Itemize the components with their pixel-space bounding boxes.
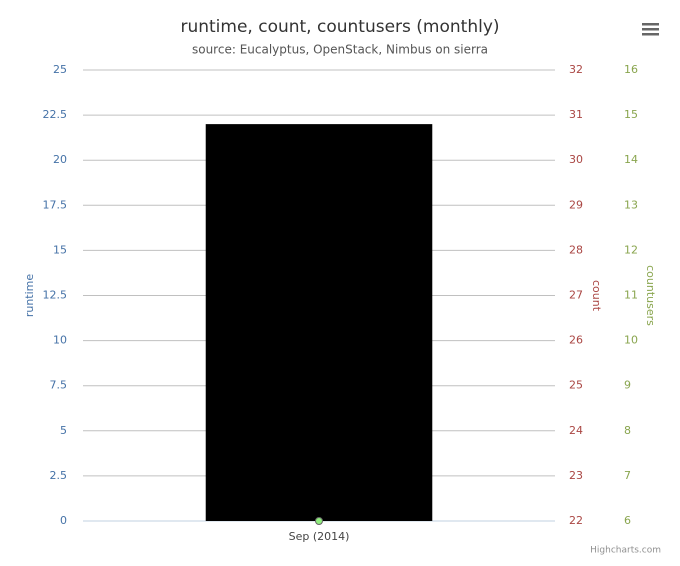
y-tick-label: 22.5: [43, 108, 68, 121]
y-tick-label: 20: [53, 153, 67, 166]
y2-tick-label: 31: [569, 108, 583, 121]
y2-tick-label: 30: [569, 153, 583, 166]
y3-tick-label: 11: [624, 289, 638, 302]
x-tick-label: Sep (2014): [289, 530, 350, 543]
y-tick-label: 2.5: [50, 469, 68, 482]
y3-tick-label: 14: [624, 153, 638, 166]
y2-tick-label: 22: [569, 514, 583, 527]
y-tick-label: 12.5: [43, 289, 68, 302]
y2-tick-label: 29: [569, 198, 583, 211]
y2-tick-label: 26: [569, 334, 583, 347]
point: [315, 517, 323, 525]
menu-bar: [642, 28, 659, 31]
y2-axis-title: count: [590, 280, 603, 312]
y3-tick-label: 13: [624, 198, 638, 211]
y-tick-label: 17.5: [43, 198, 68, 211]
y3-tick-label: 8: [624, 424, 631, 437]
y3-axis-title: countusers: [644, 265, 657, 326]
y-tick-label: 7.5: [50, 379, 68, 392]
y3-tick-label: 12: [624, 243, 638, 256]
y3-tick-label: 15: [624, 108, 638, 121]
menu-bar: [642, 23, 659, 26]
y-tick-label: 10: [53, 334, 67, 347]
y3-tick-label: 7: [624, 469, 631, 482]
menu-button[interactable]: [642, 23, 659, 36]
menu-bar: [642, 33, 659, 36]
y3-tick-label: 16: [624, 63, 638, 76]
y2-tick-label: 27: [569, 289, 583, 302]
y2-tick-label: 32: [569, 63, 583, 76]
bar: [205, 124, 433, 522]
y2-tick-label: 24: [569, 424, 583, 437]
y-tick-label: 15: [53, 243, 67, 256]
chart-title: runtime, count, countusers (monthly): [180, 17, 499, 37]
chart-subtitle: source: Eucalyptus, OpenStack, Nimbus on…: [192, 43, 488, 57]
credits[interactable]: Highcharts.com: [590, 546, 661, 556]
y2-tick-label: 25: [569, 379, 583, 392]
y-tick-label: 5: [60, 424, 67, 437]
y-tick-label: 25: [53, 63, 67, 76]
y2-tick-label: 28: [569, 243, 583, 256]
y3-tick-label: 10: [624, 334, 638, 347]
y-tick-label: 0: [60, 514, 67, 527]
y2-tick-label: 23: [569, 469, 583, 482]
y-axis-title: runtime: [23, 274, 36, 318]
y3-tick-label: 9: [624, 379, 631, 392]
y3-tick-label: 6: [624, 514, 631, 527]
